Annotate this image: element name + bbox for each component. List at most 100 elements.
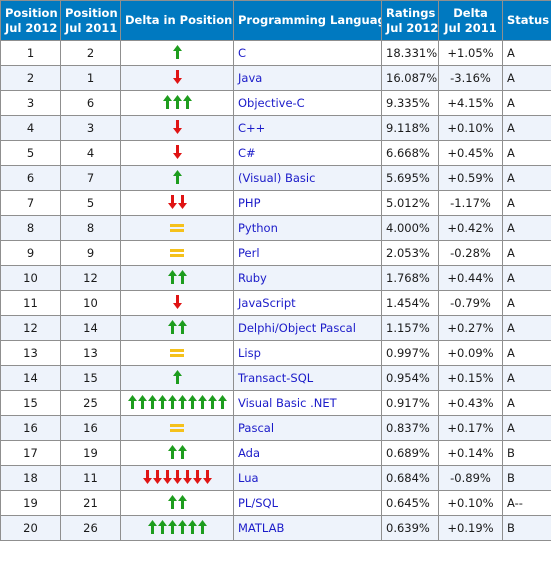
language-link[interactable]: Lisp	[233, 340, 382, 366]
delta-position-cell	[120, 340, 234, 366]
arrow-down-icon	[172, 294, 182, 309]
language-link[interactable]: MATLAB	[233, 515, 382, 541]
delta-position-cell	[120, 90, 234, 116]
arrow-up-icon	[187, 519, 197, 534]
language-link[interactable]: Pascal	[233, 415, 382, 441]
status-cell: B	[502, 465, 551, 491]
arrow-down-icon	[202, 469, 212, 484]
position-2011-cell: 15	[60, 365, 121, 391]
trend-indicator	[167, 444, 187, 459]
language-link[interactable]: Ruby	[233, 265, 382, 291]
table-row: 18 11 Lua 0.684% -0.89% B	[0, 465, 551, 491]
status-cell: B	[502, 440, 551, 466]
arrow-up-icon	[127, 394, 137, 409]
arrow-down-icon	[177, 194, 187, 209]
equal-icon	[170, 224, 184, 232]
language-link[interactable]: Objective-C	[233, 90, 382, 116]
status-cell: A	[502, 265, 551, 291]
language-link[interactable]: C#	[233, 140, 382, 166]
arrow-up-icon	[177, 319, 187, 334]
arrow-up-icon	[167, 319, 177, 334]
language-link[interactable]: (Visual) Basic	[233, 165, 382, 191]
arrow-up-icon	[157, 394, 167, 409]
position-2011-cell: 26	[60, 515, 121, 541]
language-link[interactable]: Transact-SQL	[233, 365, 382, 391]
language-link[interactable]: Lua	[233, 465, 382, 491]
header-status: Status	[502, 0, 551, 41]
arrow-up-icon	[172, 369, 182, 384]
delta-position-cell	[120, 440, 234, 466]
delta-cell: -3.16%	[438, 65, 503, 91]
arrow-down-icon	[182, 469, 192, 484]
delta-position-cell	[120, 265, 234, 291]
status-cell: A	[502, 215, 551, 241]
arrow-up-icon	[177, 519, 187, 534]
position-2011-cell: 3	[60, 115, 121, 141]
language-link[interactable]: Ada	[233, 440, 382, 466]
position-2011-cell: 8	[60, 215, 121, 241]
language-link[interactable]: PL/SQL	[233, 490, 382, 516]
table-row: 5 4 C# 6.668% +0.45% A	[0, 140, 551, 166]
delta-cell: -0.28%	[438, 240, 503, 266]
arrow-up-icon	[197, 394, 207, 409]
rating-cell: 2.053%	[381, 240, 439, 266]
position-2012-cell: 10	[0, 265, 61, 291]
delta-cell: +0.43%	[438, 390, 503, 416]
rating-cell: 1.768%	[381, 265, 439, 291]
language-link[interactable]: Perl	[233, 240, 382, 266]
delta-cell: +0.42%	[438, 215, 503, 241]
language-link[interactable]: Java	[233, 65, 382, 91]
table-row: 11 10 JavaScript 1.454% -0.79% A	[0, 290, 551, 316]
rating-cell: 6.668%	[381, 140, 439, 166]
delta-position-cell	[120, 40, 234, 66]
language-link[interactable]: PHP	[233, 190, 382, 216]
header-delta: Delta Jul 2011	[438, 0, 503, 41]
delta-cell: +0.44%	[438, 265, 503, 291]
delta-cell: +4.15%	[438, 90, 503, 116]
header-row: Position Jul 2012 Position Jul 2011 Delta …	[0, 0, 551, 41]
status-cell: A	[502, 165, 551, 191]
delta-cell: +1.05%	[438, 40, 503, 66]
language-link[interactable]: JavaScript	[233, 290, 382, 316]
position-2012-cell: 8	[0, 215, 61, 241]
table-body: 1 2 C 18.331% +1.05% A 2 1 Java 16.087% -3.16% A 3 6 O…	[0, 40, 551, 541]
arrow-up-icon	[177, 394, 187, 409]
arrow-up-icon	[167, 269, 177, 284]
language-link[interactable]: C++	[233, 115, 382, 141]
position-2012-cell: 12	[0, 315, 61, 341]
language-link[interactable]: Delphi/Object Pascal	[233, 315, 382, 341]
position-2011-cell: 19	[60, 440, 121, 466]
language-link[interactable]: Python	[233, 215, 382, 241]
trend-indicator	[127, 394, 227, 409]
rating-cell: 5.695%	[381, 165, 439, 191]
header-language: Programming Language	[233, 0, 382, 41]
delta-position-cell	[120, 140, 234, 166]
trend-indicator	[170, 424, 184, 432]
delta-cell: -0.89%	[438, 465, 503, 491]
rating-cell: 5.012%	[381, 190, 439, 216]
equal-icon	[170, 424, 184, 432]
table-row: 7 5 PHP 5.012% -1.17% A	[0, 190, 551, 216]
position-2011-cell: 13	[60, 340, 121, 366]
trend-indicator	[147, 519, 207, 534]
header-position-2012-label: Position Jul 2012	[5, 5, 58, 35]
position-2012-cell: 17	[0, 440, 61, 466]
delta-position-cell	[120, 115, 234, 141]
table-row: 8 8 Python 4.000% +0.42% A	[0, 215, 551, 241]
table-row: 13 13 Lisp 0.997% +0.09% A	[0, 340, 551, 366]
arrow-up-icon	[137, 394, 147, 409]
table-row: 9 9 Perl 2.053% -0.28% A	[0, 240, 551, 266]
delta-cell: +0.19%	[438, 515, 503, 541]
arrow-up-icon	[177, 444, 187, 459]
status-cell: A	[502, 115, 551, 141]
position-2012-cell: 16	[0, 415, 61, 441]
position-2012-cell: 19	[0, 490, 61, 516]
language-link[interactable]: C	[233, 40, 382, 66]
arrow-down-icon	[172, 469, 182, 484]
rating-cell: 0.639%	[381, 515, 439, 541]
position-2012-cell: 6	[0, 165, 61, 191]
delta-position-cell	[120, 490, 234, 516]
language-link[interactable]: Visual Basic .NET	[233, 390, 382, 416]
delta-cell: +0.59%	[438, 165, 503, 191]
table-row: 4 3 C++ 9.118% +0.10% A	[0, 115, 551, 141]
